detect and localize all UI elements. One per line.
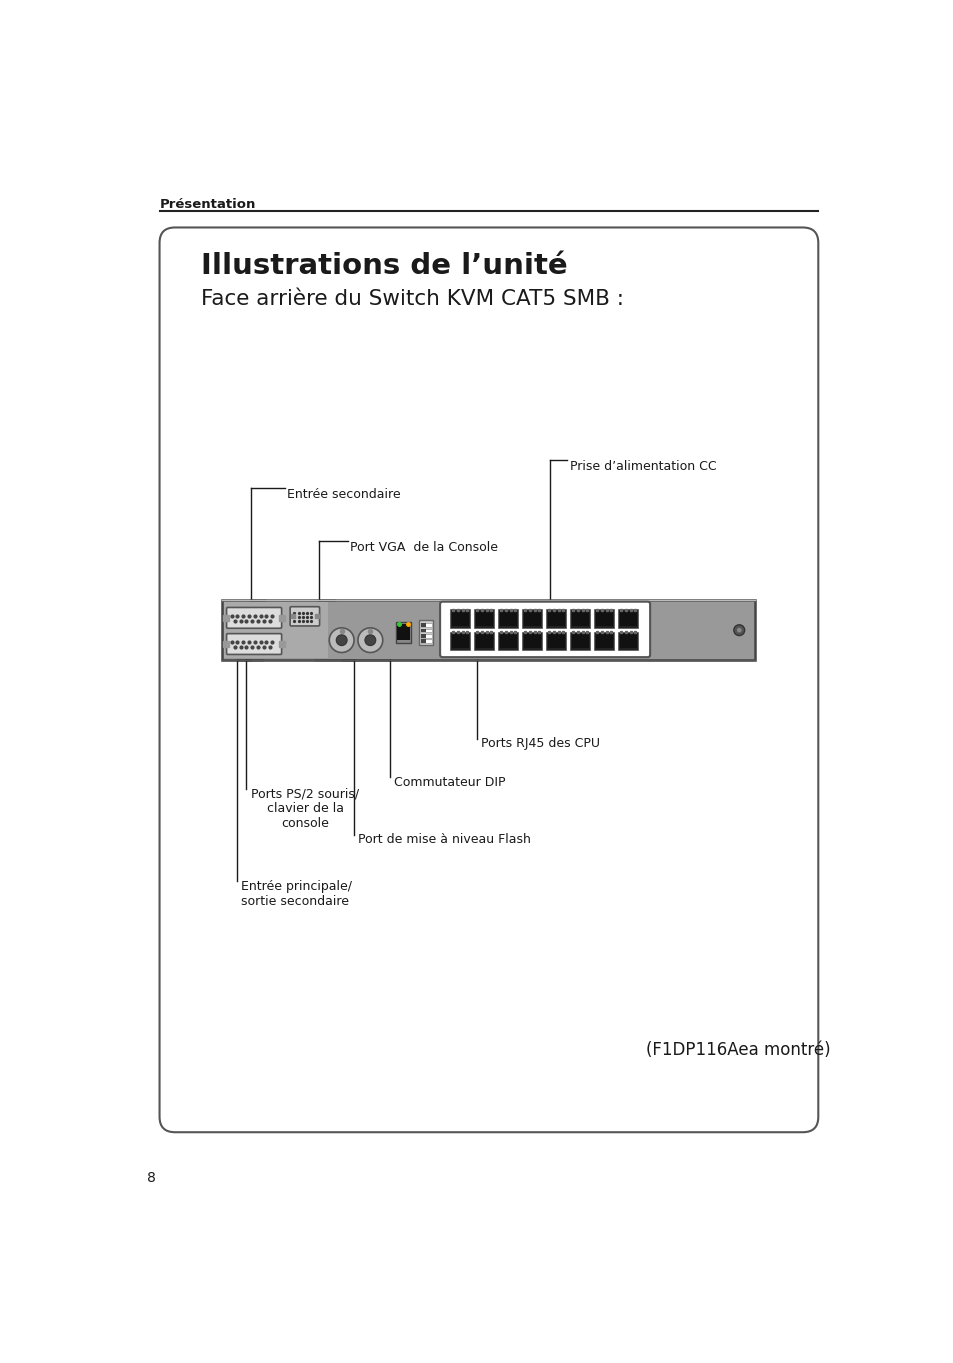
Bar [221,600,754,660]
Text: Commutateur DIP: Commutateur DIP [394,776,505,789]
Text: Entrée secondaire: Entrée secondaire [287,488,400,502]
Bar [420,634,426,638]
Bar [618,631,638,650]
Bar [619,611,637,626]
FancyBboxPatch shape [227,608,281,628]
Bar [497,609,517,628]
Bar [476,634,493,647]
Circle shape [335,635,347,646]
Circle shape [733,624,744,635]
Bar [224,602,328,658]
Bar [571,611,588,626]
FancyBboxPatch shape [159,228,818,1133]
Bar [619,634,637,647]
Bar [523,611,540,626]
Text: Illustrations de l’unité: Illustrations de l’unité [200,252,567,281]
Bar [474,609,494,628]
Text: Prise d’alimentation CC: Prise d’alimentation CC [569,459,716,473]
Bar [499,634,517,647]
Text: (F1DP116Aea montré): (F1DP116Aea montré) [645,1041,830,1059]
Bar [420,634,431,638]
Text: Face arrière du Switch KVM CAT5 SMB :: Face arrière du Switch KVM CAT5 SMB : [200,289,623,309]
FancyBboxPatch shape [290,607,319,626]
Text: Ports PS/2 souris/
clavier de la
console: Ports PS/2 souris/ clavier de la console [251,788,358,830]
Circle shape [357,628,382,653]
Bar [420,628,431,632]
Bar [452,611,468,626]
Bar [474,631,494,650]
Bar [547,634,564,647]
Text: Ports RJ45 des CPU: Ports RJ45 des CPU [480,737,599,750]
Bar [546,609,566,628]
Bar [546,631,566,650]
Bar [521,609,542,628]
Text: Port de mise à niveau Flash: Port de mise à niveau Flash [357,833,530,846]
Bar [418,620,433,645]
Bar [523,634,540,647]
Bar [594,609,614,628]
Bar [395,622,411,643]
Bar [521,631,542,650]
Text: Présentation: Présentation [159,198,255,211]
Text: 8: 8 [147,1171,156,1186]
Bar [497,631,517,650]
Text: Port VGA  de la Console: Port VGA de la Console [350,541,497,553]
Bar [420,639,431,643]
Bar [618,609,638,628]
Bar [547,611,564,626]
Bar [420,639,426,643]
Bar [450,631,470,650]
Bar [570,609,590,628]
Circle shape [736,628,740,632]
Bar [420,623,431,627]
Bar [397,624,410,641]
Bar [452,634,468,647]
Bar [596,634,612,647]
Bar [596,611,612,626]
Bar [594,631,614,650]
Bar [420,628,426,632]
Circle shape [365,635,375,646]
Bar [450,609,470,628]
Text: Entrée principale/
sortie secondaire: Entrée principale/ sortie secondaire [241,879,352,908]
FancyBboxPatch shape [227,634,281,654]
Circle shape [329,628,354,653]
Bar [476,611,493,626]
Bar [499,611,517,626]
Bar [571,634,588,647]
Bar [420,623,426,627]
Bar [570,631,590,650]
FancyBboxPatch shape [439,601,649,657]
